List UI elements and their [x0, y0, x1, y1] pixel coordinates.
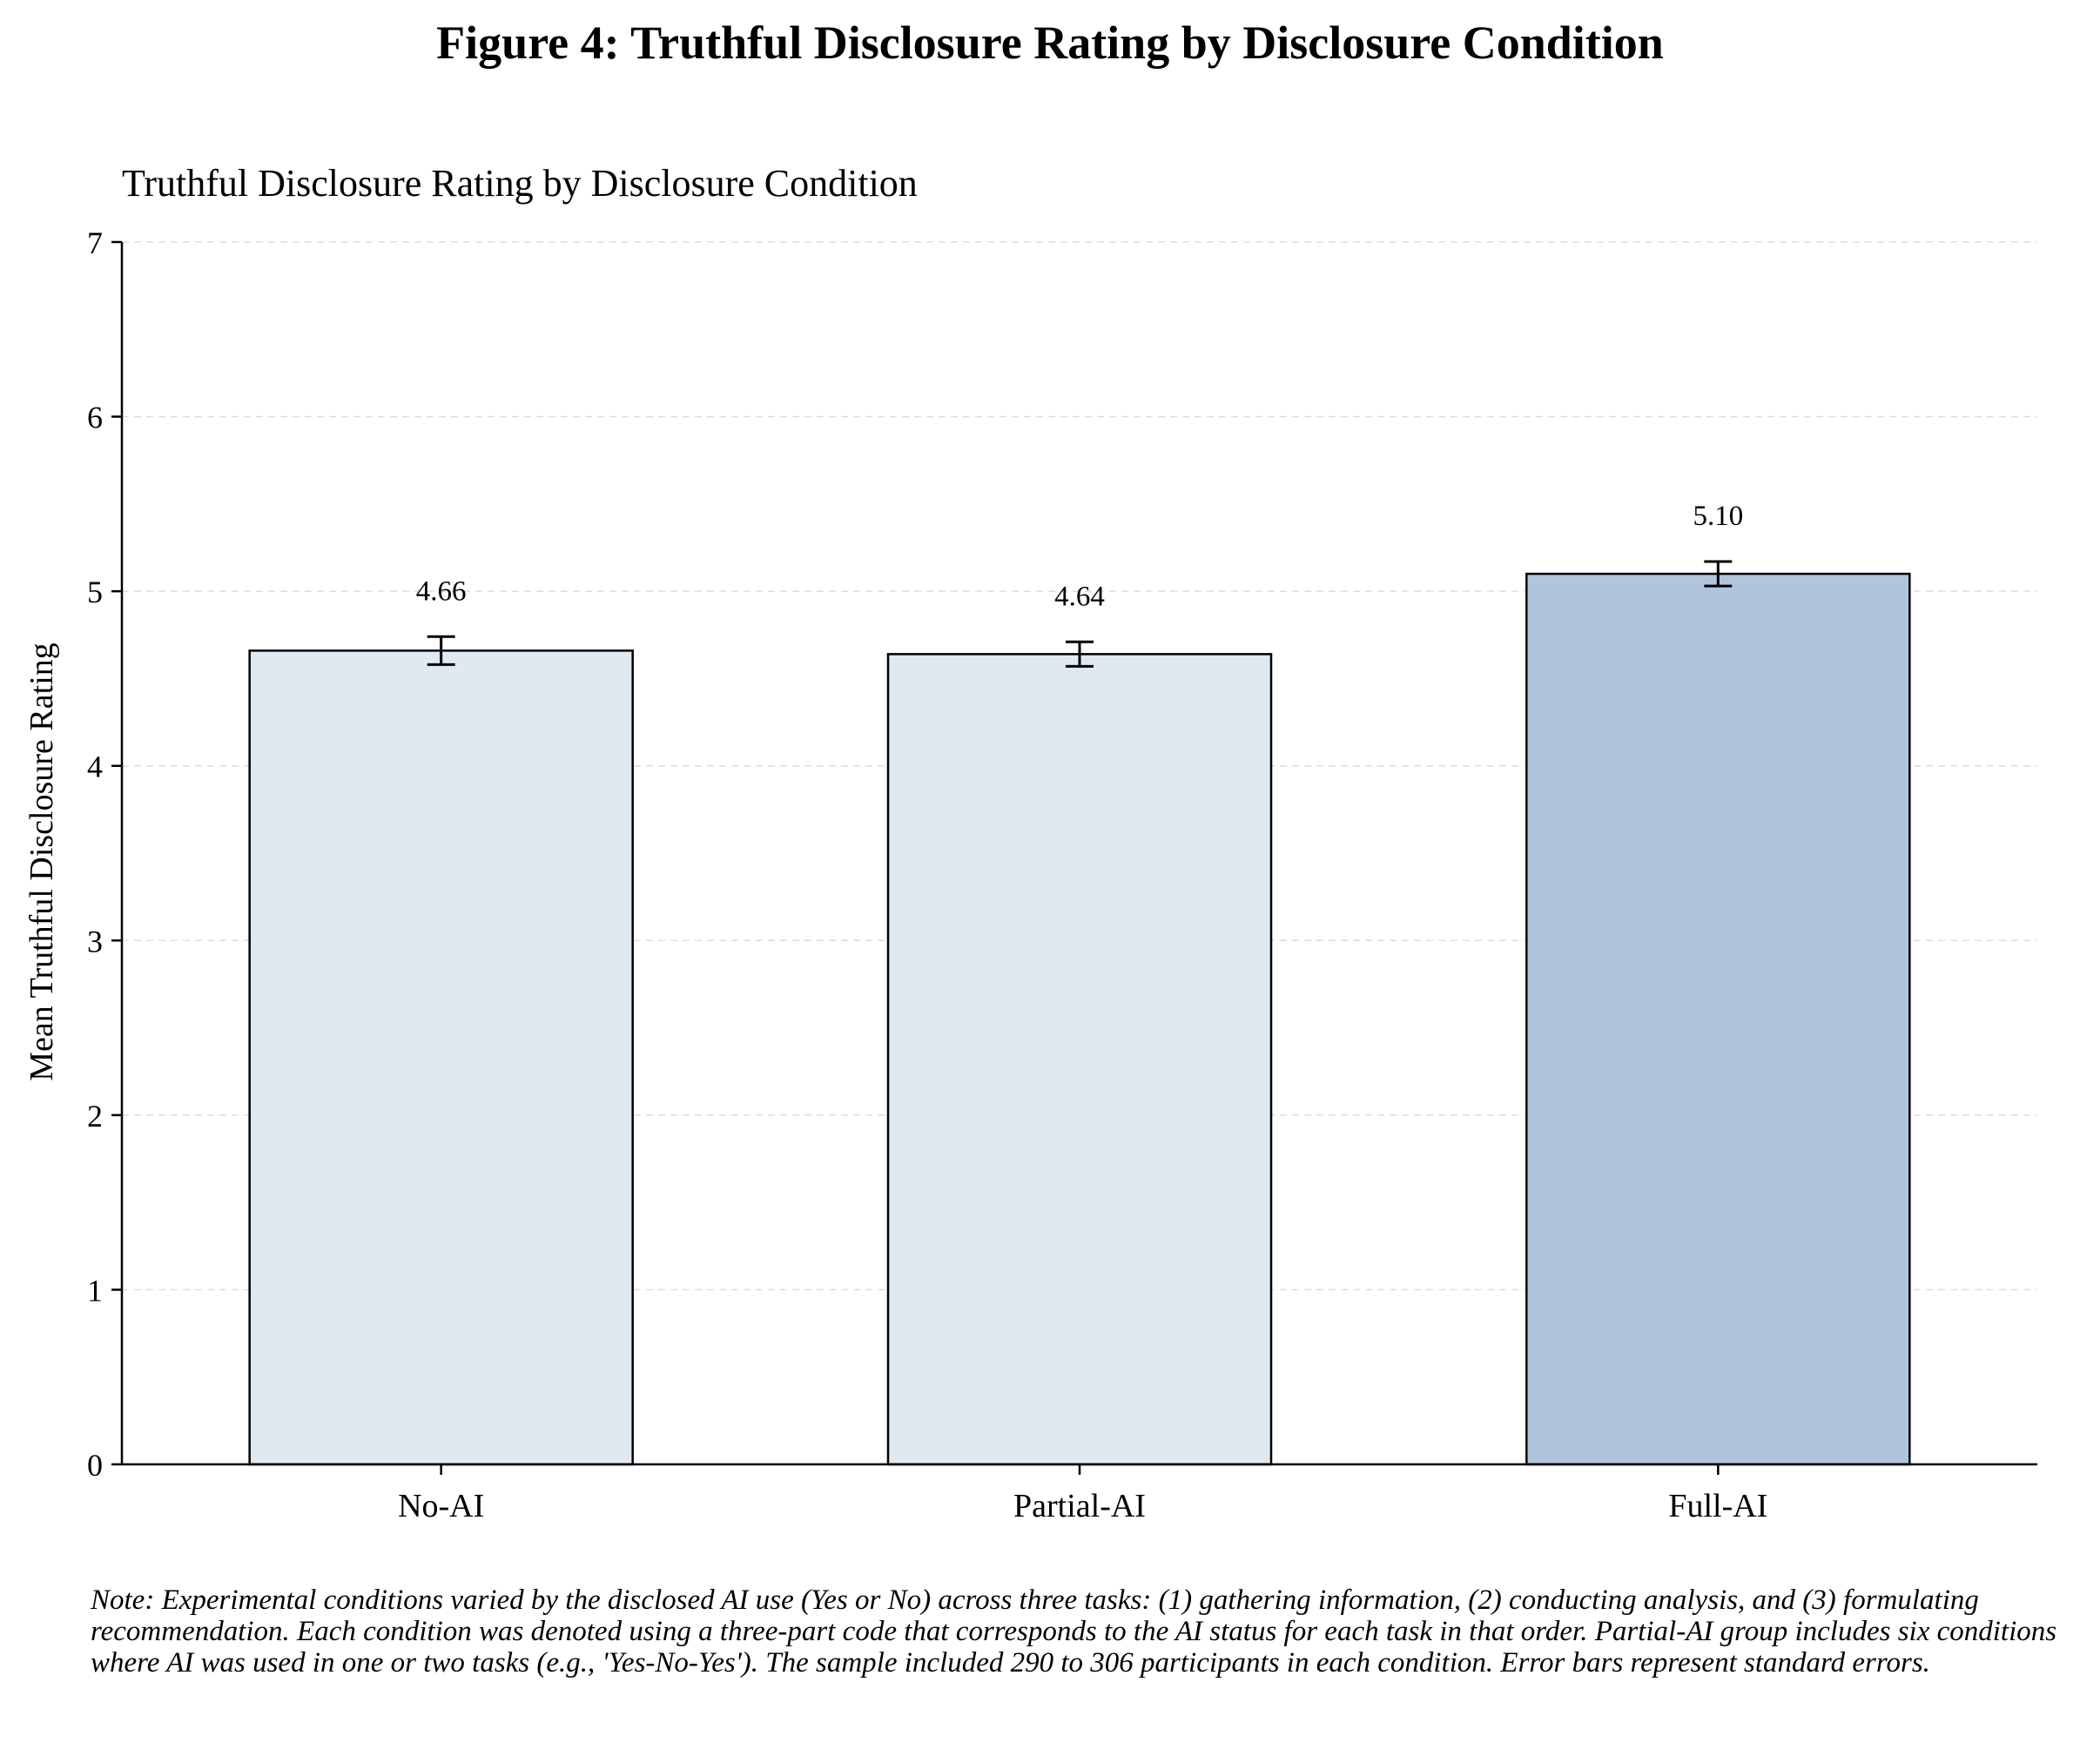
bar: [1525, 572, 1911, 1466]
y-tick-label: 2: [87, 1099, 103, 1134]
bar-chart: Truthful Disclosure Rating by Disclosure…: [24, 162, 2037, 1524]
y-tick-label: 1: [87, 1273, 103, 1308]
data-label: 4.66: [416, 575, 467, 607]
data-label: 4.64: [1054, 581, 1105, 612]
data-label: 5.10: [1693, 501, 1743, 532]
axes: 0 1 2 3 4 5 6 7 No-AI Partial-AI Full-AI: [87, 225, 2037, 1524]
bar: [886, 653, 1273, 1466]
chart-title: Truthful Disclosure Rating by Disclosure…: [122, 162, 918, 205]
figure-title: Figure 4: Truthful Disclosure Rating by …: [436, 17, 1664, 69]
y-tick-label: 7: [87, 225, 103, 260]
y-tick-label: 3: [87, 924, 103, 959]
x-tick-label: Full-AI: [1668, 1488, 1767, 1524]
y-tick-label: 4: [87, 750, 103, 784]
y-axis-label: Mean Truthful Disclosure Rating: [24, 643, 60, 1080]
x-tick-label: Partial-AI: [1013, 1488, 1146, 1524]
y-tick-label: 6: [87, 400, 103, 435]
y-tick-label: 0: [87, 1448, 103, 1483]
x-tick-label: No-AI: [398, 1488, 484, 1524]
bar: [248, 649, 634, 1466]
figure-note: Note: Experimental conditions varied by …: [91, 1584, 2057, 1679]
y-tick-label: 5: [87, 575, 103, 609]
bars: 4.66 4.64 5.10: [248, 501, 1911, 1466]
